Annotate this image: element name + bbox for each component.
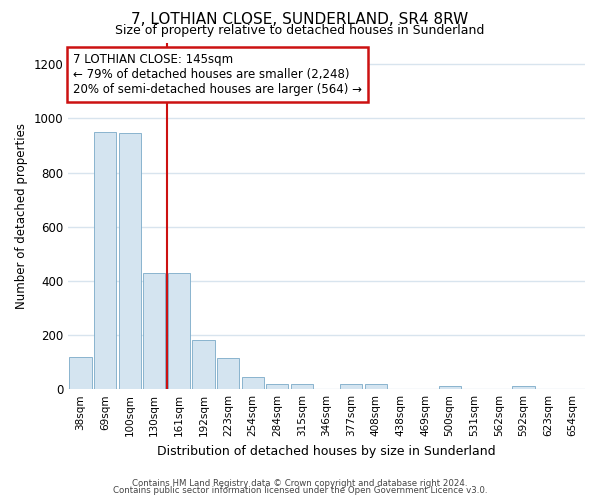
X-axis label: Distribution of detached houses by size in Sunderland: Distribution of detached houses by size …: [157, 444, 496, 458]
Bar: [193, 340, 215, 389]
Text: Contains public sector information licensed under the Open Government Licence v3: Contains public sector information licen…: [113, 486, 487, 495]
Bar: [266, 384, 289, 389]
Text: Contains HM Land Registry data © Crown copyright and database right 2024.: Contains HM Land Registry data © Crown c…: [132, 478, 468, 488]
Bar: [217, 358, 239, 389]
Bar: [340, 384, 362, 389]
Bar: [119, 133, 141, 389]
Bar: [242, 377, 264, 389]
Y-axis label: Number of detached properties: Number of detached properties: [15, 123, 28, 309]
Bar: [365, 384, 387, 389]
Bar: [94, 132, 116, 389]
Bar: [143, 272, 166, 389]
Bar: [512, 386, 535, 389]
Text: 7 LOTHIAN CLOSE: 145sqm
← 79% of detached houses are smaller (2,248)
20% of semi: 7 LOTHIAN CLOSE: 145sqm ← 79% of detache…: [73, 53, 362, 96]
Bar: [291, 384, 313, 389]
Bar: [168, 272, 190, 389]
Text: 7, LOTHIAN CLOSE, SUNDERLAND, SR4 8RW: 7, LOTHIAN CLOSE, SUNDERLAND, SR4 8RW: [131, 12, 469, 28]
Text: Size of property relative to detached houses in Sunderland: Size of property relative to detached ho…: [115, 24, 485, 37]
Bar: [70, 356, 92, 389]
Bar: [439, 386, 461, 389]
